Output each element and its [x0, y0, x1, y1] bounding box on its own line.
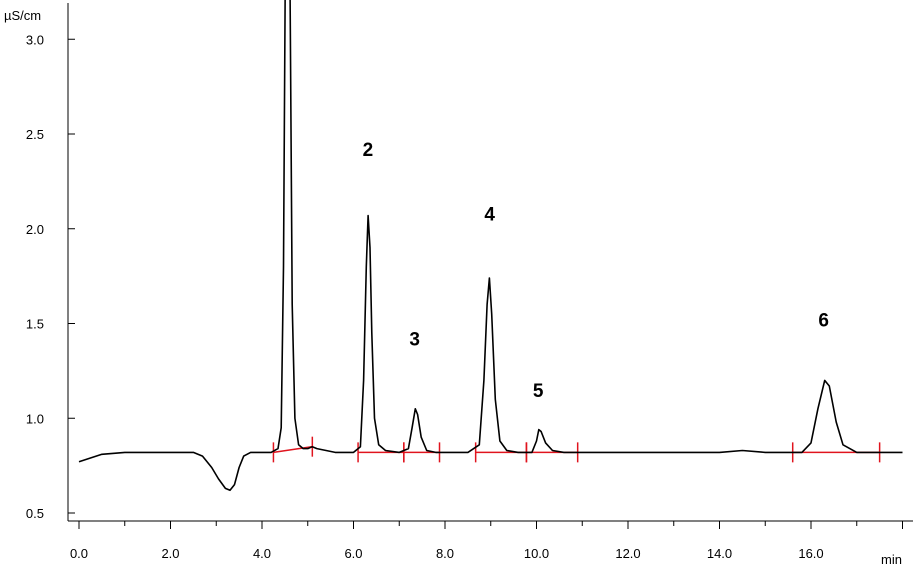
y-tick-label: 3.0: [26, 32, 44, 47]
peak-label: 3: [409, 330, 420, 351]
x-axis: 0.0 2.0 4.0 6.0 8.0 10.0 12.0 14.0 16.0: [68, 520, 913, 561]
x-tick-label: 10.0: [524, 546, 549, 561]
series-group: [78, 0, 903, 492]
x-tick-label: 14.0: [707, 546, 732, 561]
x-tick-label: 2.0: [161, 546, 179, 561]
y-tick-label: 2.5: [26, 127, 44, 142]
y-axis: 0.51.01.52.02.53.03.54.04.55.0: [26, 3, 75, 521]
peak-label: 5: [533, 381, 544, 402]
x-tick-label: 12.0: [615, 546, 640, 561]
peak-label: 4: [484, 205, 495, 226]
x-tick-label: 16.0: [798, 546, 823, 561]
y-tick-label: 0.5: [26, 506, 44, 521]
peak-label: 6: [818, 311, 829, 332]
peak-labels: 123456: [363, 140, 829, 402]
y-tick-label: 1.5: [26, 317, 44, 332]
y-axis-unit-label: µS/cm: [4, 8, 41, 23]
integration-baseline: [273, 445, 313, 454]
y-tick-label: 1.0: [26, 411, 44, 426]
chromatogram-trace: [78, 0, 903, 492]
x-tick-label: 6.0: [344, 546, 362, 561]
y-tick-label: 2.0: [26, 222, 44, 237]
peak-label: 2: [363, 140, 374, 161]
x-axis-unit-label: min: [881, 552, 902, 567]
integration-markers: [272, 436, 881, 463]
x-tick-label: 4.0: [253, 546, 271, 561]
x-tick-label: 0.0: [70, 546, 88, 561]
x-tick-label: 8.0: [436, 546, 454, 561]
